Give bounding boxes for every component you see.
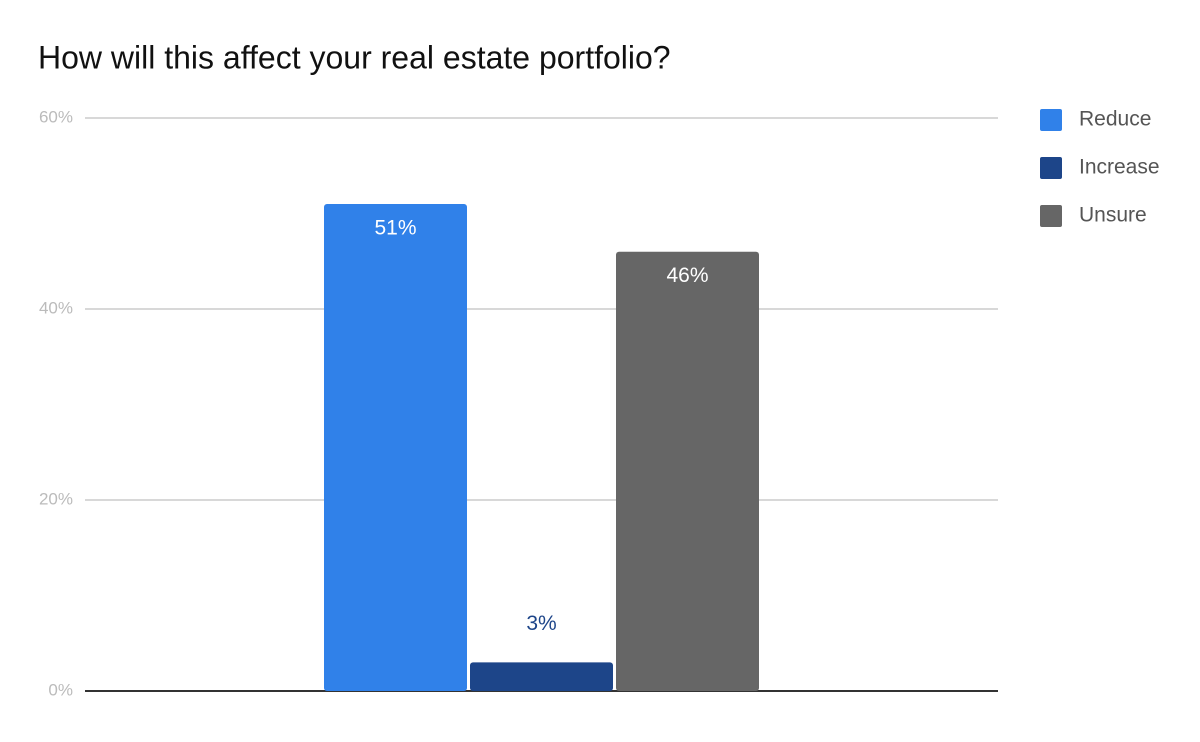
legend-label: Reduce (1079, 108, 1151, 131)
legend-label: Unsure (1079, 204, 1147, 227)
legend-swatch (1040, 205, 1062, 227)
value-label: 51% (374, 216, 416, 239)
bar (470, 662, 613, 691)
y-tick-label: 60% (39, 107, 73, 126)
legend-label: Increase (1079, 156, 1160, 179)
legend-swatch (1040, 109, 1062, 131)
value-label: 3% (526, 612, 556, 635)
legend-swatch (1040, 157, 1062, 179)
y-tick-label: 20% (39, 489, 73, 508)
bar (616, 251, 759, 691)
value-label: 46% (666, 264, 708, 287)
y-tick-label: 0% (48, 680, 73, 699)
chart-title: How will this affect your real estate po… (38, 39, 671, 75)
bar (324, 203, 467, 691)
y-tick-label: 40% (39, 298, 73, 317)
